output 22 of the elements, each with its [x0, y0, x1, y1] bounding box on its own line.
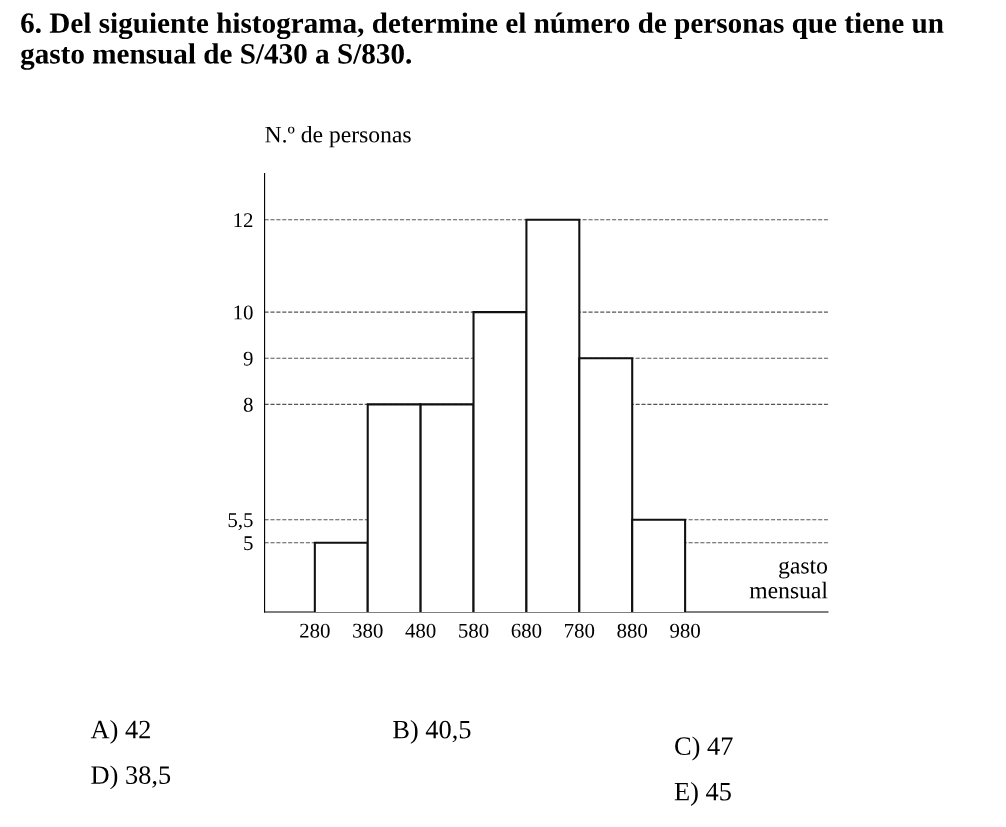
x-tick-label: 580: [459, 623, 489, 638]
y-tick-label: 8: [243, 397, 253, 412]
y-tick-label: 10: [234, 305, 253, 320]
x-tick-label: 980: [670, 623, 700, 638]
x-axis-title: gasto mensual: [749, 560, 828, 599]
y-axis-title: N.º de personas: [265, 125, 411, 148]
x-tick-label: 780: [565, 623, 595, 638]
y-tick-label: 9: [243, 351, 253, 366]
x-tick-label: 680: [511, 623, 542, 638]
x-tick-label: 280: [300, 623, 330, 638]
chart-title: 6. Del siguiente histograma, determine el número de personas que tiene un gasto mensual de S/430 a S/830.: [20, 12, 944, 70]
text: E) 45: [674, 781, 731, 806]
text: C) 47: [675, 736, 733, 761]
y-tick-label: 5: [244, 536, 253, 551]
x-tick-label: 380: [353, 623, 383, 638]
text: D) 38,5: [91, 765, 171, 790]
x-tick-label: 880: [617, 623, 648, 638]
y-tick-label: 5,5: [228, 513, 253, 531]
text: B) 40,5: [393, 719, 471, 744]
y-tick-label: 12: [234, 213, 253, 228]
x-tick-label: 480: [405, 623, 436, 638]
text: A) 42: [90, 719, 150, 744]
